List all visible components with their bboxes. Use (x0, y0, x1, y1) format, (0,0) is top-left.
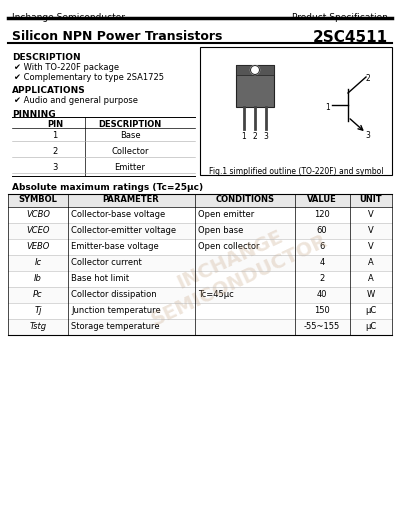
Text: 1: 1 (326, 103, 330, 112)
Bar (8, 303, 392, 319)
Text: Silicon NPN Power Transistors: Silicon NPN Power Transistors (12, 30, 222, 43)
Text: Product Specification: Product Specification (292, 13, 388, 22)
Text: V: V (368, 226, 374, 235)
Bar (8, 255, 392, 271)
Text: Open base: Open base (198, 226, 243, 235)
Text: 1: 1 (242, 132, 246, 141)
Text: SYMBOL: SYMBOL (18, 195, 58, 204)
Text: Collector current: Collector current (71, 258, 142, 267)
Text: V: V (368, 242, 374, 251)
Text: A: A (368, 274, 374, 283)
Text: PIN: PIN (47, 120, 63, 129)
Text: 2: 2 (366, 74, 370, 83)
Text: ✔ Complementary to type 2SA1725: ✔ Complementary to type 2SA1725 (14, 73, 164, 82)
Text: Storage temperature: Storage temperature (71, 322, 160, 331)
Text: Inchange Semiconductor: Inchange Semiconductor (12, 13, 125, 22)
Text: V: V (368, 210, 374, 219)
Text: µC: µC (365, 322, 377, 331)
Text: Absolute maximum ratings (Tc=25µc): Absolute maximum ratings (Tc=25µc) (12, 183, 203, 192)
Text: ✔ Audio and general purpose: ✔ Audio and general purpose (14, 96, 138, 105)
Text: UNIT: UNIT (360, 195, 382, 204)
Text: Emitter: Emitter (114, 163, 146, 172)
Bar (8, 287, 392, 303)
Text: Tc=45µc: Tc=45µc (198, 290, 234, 299)
Text: 60: 60 (317, 226, 327, 235)
Text: Pc: Pc (33, 290, 43, 299)
Text: W: W (367, 290, 375, 299)
Text: Collector-base voltage: Collector-base voltage (71, 210, 165, 219)
Text: VCBO: VCBO (26, 210, 50, 219)
Text: Ic: Ic (34, 258, 42, 267)
Text: Collector-emitter voltage: Collector-emitter voltage (71, 226, 176, 235)
Text: DESCRIPTION: DESCRIPTION (12, 53, 81, 62)
Text: 120: 120 (314, 210, 330, 219)
Text: VEBO: VEBO (26, 242, 50, 251)
Bar (8, 194, 392, 207)
Bar (8, 271, 392, 287)
Text: INCHANGE
SEMICONDUCTOR: INCHANGE SEMICONDUCTOR (139, 211, 331, 329)
Text: PINNING: PINNING (12, 110, 56, 119)
Text: Ib: Ib (34, 274, 42, 283)
Text: 3: 3 (264, 132, 268, 141)
Text: Base: Base (120, 131, 140, 140)
Text: DESCRIPTION: DESCRIPTION (98, 120, 162, 129)
Text: Emitter-base voltage: Emitter-base voltage (71, 242, 159, 251)
Bar (0, 0, 400, 45)
Bar (8, 239, 392, 255)
Text: 150: 150 (314, 306, 330, 315)
Bar (8, 319, 392, 335)
Text: Open emitter: Open emitter (198, 210, 254, 219)
Text: 3: 3 (366, 131, 370, 140)
Bar (8, 223, 392, 239)
Text: Base hot limit: Base hot limit (71, 274, 129, 283)
Text: Collector dissipation: Collector dissipation (71, 290, 157, 299)
Text: 2: 2 (52, 147, 58, 156)
Bar (0, 43, 400, 330)
Text: Junction temperature: Junction temperature (71, 306, 161, 315)
Text: APPLICATIONS: APPLICATIONS (12, 86, 86, 95)
Text: VCEO: VCEO (26, 226, 50, 235)
Text: µC: µC (365, 306, 377, 315)
Text: Fig.1 simplified outline (TO-220F) and symbol: Fig.1 simplified outline (TO-220F) and s… (209, 167, 383, 176)
Text: A: A (368, 258, 374, 267)
Text: 6: 6 (319, 242, 325, 251)
Text: 2: 2 (253, 132, 257, 141)
Text: 2SC4511: 2SC4511 (313, 30, 388, 45)
Text: 2: 2 (319, 274, 325, 283)
Circle shape (250, 65, 260, 75)
Text: Collector: Collector (111, 147, 149, 156)
Bar (236, 65, 274, 75)
Bar (236, 65, 274, 107)
Bar (200, 47, 392, 175)
Bar (8, 207, 392, 223)
Text: 1: 1 (52, 131, 58, 140)
Text: VALUE: VALUE (307, 195, 337, 204)
Text: 3: 3 (52, 163, 58, 172)
Text: PARAMETER: PARAMETER (103, 195, 159, 204)
Text: 40: 40 (317, 290, 327, 299)
Text: -55~155: -55~155 (304, 322, 340, 331)
Text: 4: 4 (319, 258, 325, 267)
Text: Tstg: Tstg (30, 322, 46, 331)
Text: Tj: Tj (34, 306, 42, 315)
Text: ✔ With TO-220F package: ✔ With TO-220F package (14, 63, 119, 72)
Text: Open collector: Open collector (198, 242, 260, 251)
Text: CONDITIONS: CONDITIONS (216, 195, 274, 204)
Bar (0, 43, 400, 330)
